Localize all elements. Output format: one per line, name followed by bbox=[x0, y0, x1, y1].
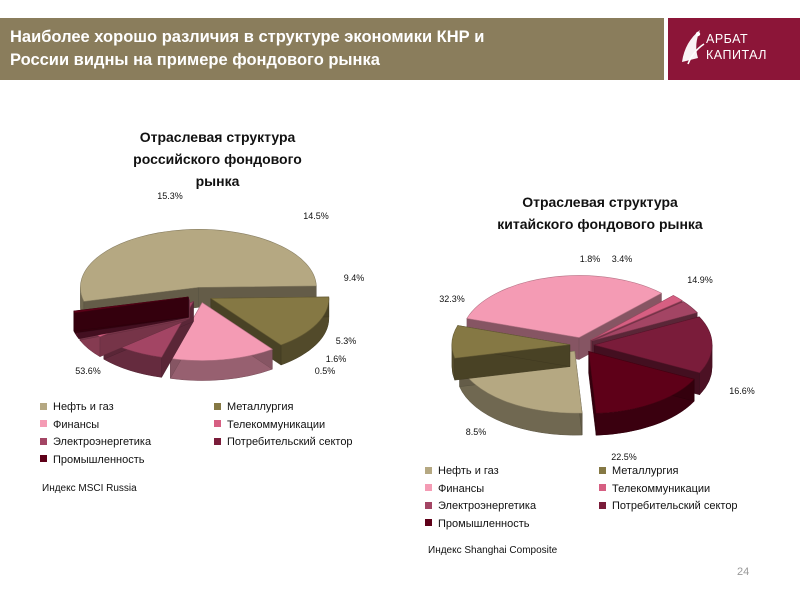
china-pie-label-нефть-и-газ: 22.5% bbox=[611, 452, 637, 462]
china-pie bbox=[451, 275, 713, 436]
legend-swatch bbox=[40, 437, 47, 445]
legend-label: Промышленность bbox=[438, 517, 530, 530]
russia-chart-title: Отраслевая структура российского фондово… bbox=[95, 126, 340, 192]
china-pie-label-промышленность: 16.6% bbox=[729, 386, 755, 396]
china-pie-slice-металлургия bbox=[451, 325, 571, 381]
legend-swatch bbox=[40, 420, 47, 428]
china-legend-item-потребительский-сектор: Потребительский сектор bbox=[599, 498, 738, 514]
legend-label: Нефть и газ bbox=[438, 465, 499, 477]
legend-swatch bbox=[425, 519, 432, 527]
russia-pie-label-финансы: 14.5% bbox=[303, 211, 329, 221]
legend-label: Металлургия bbox=[612, 465, 679, 477]
legend-label: Нефть и газ bbox=[53, 401, 114, 413]
russia-index-note: Индекс MSCI Russia bbox=[42, 483, 137, 494]
china-legend-item-электроэнергетика: Электроэнергетика bbox=[425, 498, 536, 514]
china-index-note: Индекс Shanghai Composite bbox=[428, 545, 558, 556]
legend-swatch bbox=[599, 501, 606, 509]
russia-pie-label-телекоммуникации: 5.3% bbox=[336, 336, 357, 346]
legend-label: Электроэнергетика bbox=[53, 436, 152, 448]
china-pie-label-финансы: 32.3% bbox=[439, 294, 465, 304]
russia-pie-label-промышленность: 0.5% bbox=[315, 366, 336, 376]
russia-pie-label-нефть-и-газ: 53.6% bbox=[75, 366, 101, 376]
logo-text-line-1: АРБАТ bbox=[706, 32, 749, 46]
logo-text-line-2: КАПИТАЛ bbox=[706, 48, 767, 62]
legend-swatch bbox=[425, 466, 432, 474]
slide-title-line-2: России видны на примере фондового рынка bbox=[10, 51, 380, 69]
russia-legend-item-финансы: Финансы bbox=[40, 417, 99, 433]
china-legend-item-нефть-и-газ: Нефть и газ bbox=[425, 463, 499, 479]
china-pie-label-потребительский-сектор: 14.9% bbox=[687, 275, 713, 285]
legend-swatch bbox=[214, 420, 221, 428]
china-chart-title-line: Отраслевая структура bbox=[522, 194, 678, 210]
china-pie-label-металлургия: 8.5% bbox=[466, 427, 487, 437]
china-legend-item-финансы: Финансы bbox=[425, 481, 484, 497]
legend-label: Финансы bbox=[438, 482, 485, 495]
china-chart-title-line: китайского фондового рынка bbox=[497, 216, 703, 232]
legend-label: Финансы bbox=[53, 418, 100, 431]
slide-title: Наиболее хорошо различия в структуре эко… bbox=[10, 26, 650, 72]
legend-label: Электроэнергетика bbox=[438, 500, 537, 512]
legend-label: Потребительский сектор bbox=[227, 436, 353, 448]
russia-pie-slice-финансы bbox=[169, 301, 273, 381]
russia-pie-label-потребительский-сектор: 1.6% bbox=[326, 354, 347, 364]
russia-legend-item-электроэнергетика: Электроэнергетика bbox=[40, 434, 151, 450]
china-pie-slice-промышленность bbox=[588, 351, 695, 436]
china-legend-item-промышленность: Промышленность bbox=[425, 516, 530, 532]
china-legend-item-металлургия: Металлургия bbox=[599, 463, 679, 479]
legend-label: Металлургия bbox=[227, 401, 294, 413]
russia-pie-slice-промышленность bbox=[73, 296, 189, 334]
legend-label: Потребительский сектор bbox=[612, 500, 738, 512]
legend-label: Телекоммуникации bbox=[227, 418, 326, 431]
russia-legend-item-потребительский-сектор: Потребительский сектор bbox=[214, 434, 353, 450]
china-pie-label-электроэнергетика: 3.4% bbox=[612, 254, 633, 264]
legend-label: Промышленность bbox=[53, 453, 145, 466]
logo-emblem-icon bbox=[682, 30, 705, 65]
russia-legend-item-телекоммуникации: Телекоммуникации bbox=[214, 417, 325, 433]
legend-swatch bbox=[425, 501, 432, 509]
russia-chart-title-line: Отраслевая структура bbox=[139, 129, 296, 145]
russia-chart-title-line: российского фондового bbox=[133, 151, 302, 167]
china-pie-label-телекоммуникации: 1.8% bbox=[580, 254, 601, 264]
russia-legend-item-металлургия: Металлургия bbox=[214, 399, 294, 415]
company-logo: АРБАТ КАПИТАЛ bbox=[668, 18, 800, 80]
china-legend-item-телекоммуникации: Телекоммуникации bbox=[599, 481, 710, 497]
china-chart-title: Отраслевая структура китайского фондовог… bbox=[445, 191, 755, 235]
legend-swatch bbox=[214, 437, 221, 445]
russia-legend-item-промышленность: Промышленность bbox=[40, 452, 145, 468]
legend-swatch bbox=[214, 402, 221, 410]
slide-title-line-1: Наиболее хорошо различия в структуре эко… bbox=[10, 28, 485, 46]
russia-pie-label-электроэнергетика: 9.4% bbox=[344, 273, 365, 283]
russia-pie-label-металлургия: 15.3% bbox=[157, 191, 183, 201]
legend-swatch bbox=[599, 466, 606, 474]
russia-chart-title-line: рынка bbox=[195, 173, 240, 189]
legend-swatch bbox=[40, 455, 47, 463]
legend-swatch bbox=[425, 484, 432, 492]
legend-label: Телекоммуникации bbox=[612, 482, 711, 495]
russia-legend-item-нефть-и-газ: Нефть и газ bbox=[40, 399, 114, 415]
slide-header: Наиболее хорошо различия в структуре эко… bbox=[0, 18, 664, 80]
legend-swatch bbox=[40, 402, 47, 410]
russia-pie bbox=[73, 229, 330, 381]
legend-swatch bbox=[599, 484, 606, 492]
page-number: 24 bbox=[737, 566, 750, 578]
